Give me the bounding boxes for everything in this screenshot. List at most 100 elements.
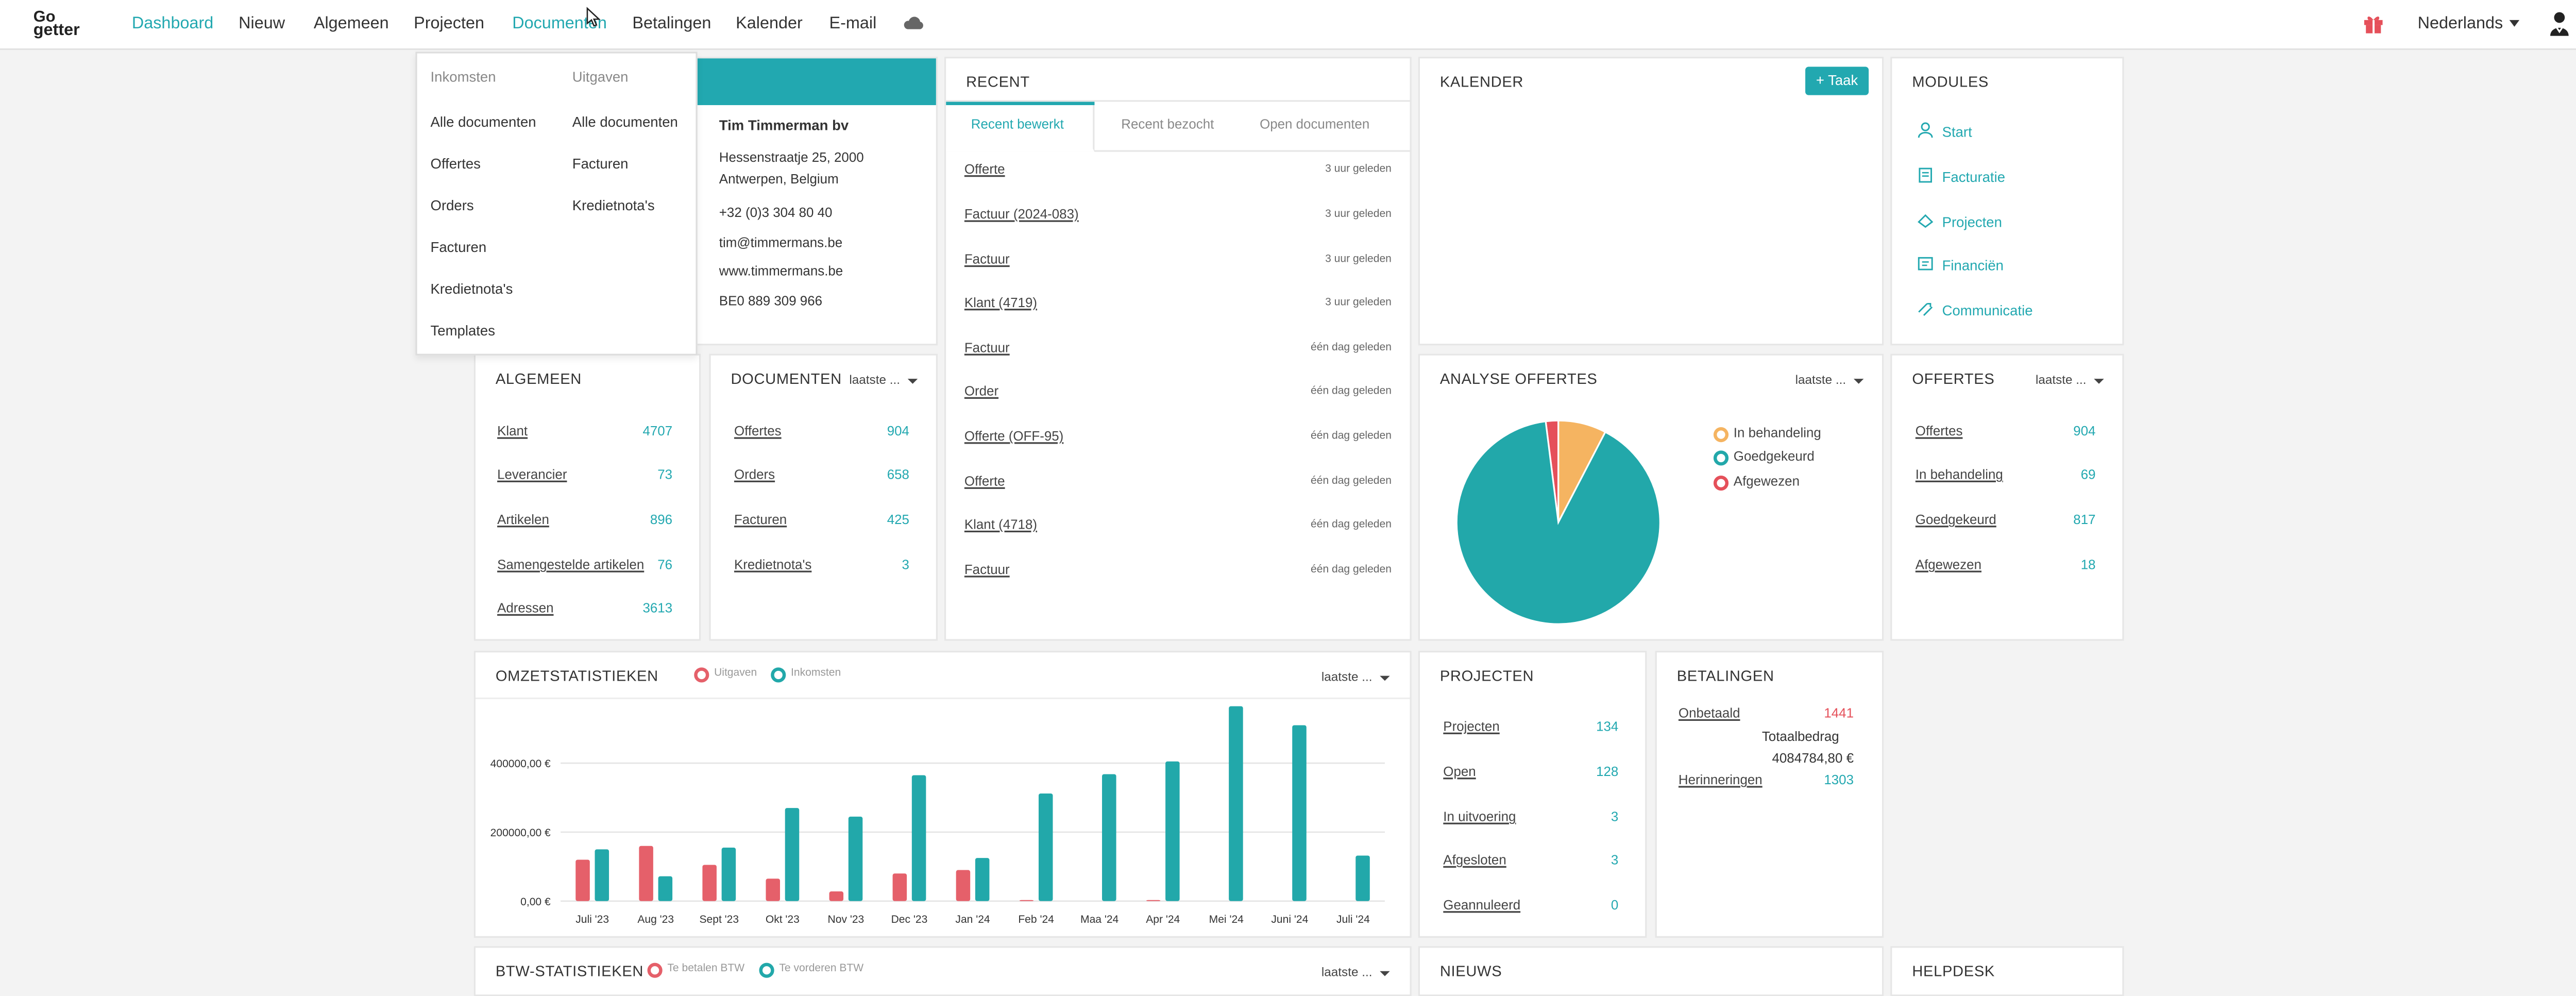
company-card: Tim Timmerman bv Hessenstraatje 25, 2000… [697, 57, 938, 346]
algemeen-item-samengestelde-artikelen[interactable]: Samengestelde artikelen [497, 557, 645, 572]
add-task-button[interactable]: + Taak [1805, 66, 1869, 95]
bar-inkomsten[interactable] [848, 816, 863, 901]
communication-icon [1918, 302, 1933, 316]
bar-inkomsten[interactable] [785, 808, 800, 901]
dropdown-inkomsten-offertes[interactable]: Offertes [430, 155, 481, 172]
recent-item-link[interactable]: Offerte [964, 474, 1005, 489]
offertes-item-offertes[interactable]: Offertes [1915, 424, 1963, 439]
tab-recent-bewerkt[interactable]: Recent bewerkt [971, 116, 1064, 132]
bar-inkomsten[interactable] [1292, 725, 1307, 901]
recent-item-link[interactable]: Factuur [964, 562, 1010, 578]
module-communicatie[interactable]: Communicatie [1942, 302, 2033, 319]
offertes-item-goedgekeurd[interactable]: Goedgekeurd [1915, 512, 1996, 528]
gogetter-logo[interactable]: Go getter [33, 10, 104, 39]
bar-uitgaven[interactable] [1019, 900, 1034, 901]
betalingen-onbetaald-link[interactable]: Onbetaald [1678, 705, 1740, 721]
tab-recent-bezocht[interactable]: Recent bezocht [1121, 116, 1214, 132]
bar-inkomsten[interactable] [1102, 774, 1116, 901]
nav-betalingen[interactable]: Betalingen [632, 15, 711, 33]
chevron-down-icon [1380, 970, 1391, 975]
bar-uitgaven[interactable] [829, 891, 844, 901]
btw-period-select[interactable]: laatste ... [1321, 965, 1391, 980]
bar-inkomsten[interactable] [1229, 706, 1243, 901]
bar-inkomsten[interactable] [658, 876, 673, 901]
recent-item-link[interactable]: Factuur [964, 340, 1010, 356]
algemeen-item-artikelen[interactable]: Artikelen [497, 512, 549, 528]
algemeen-item-leverancier[interactable]: Leverancier [497, 467, 567, 482]
bar-uitgaven[interactable] [956, 870, 971, 901]
offertes-item-in-behandeling[interactable]: In behandeling [1915, 467, 2003, 482]
dropdown-inkomsten-orders[interactable]: Orders [430, 197, 474, 214]
bar-uitgaven[interactable] [766, 879, 780, 901]
pie-slice-in-behandeling[interactable] [1557, 419, 1607, 523]
dropdown-header-uitgaven: Uitgaven [572, 68, 629, 86]
omzet-period-select[interactable]: laatste ... [1321, 669, 1391, 684]
recent-item-link[interactable]: Factuur [964, 252, 1010, 267]
bar-inkomsten[interactable] [1038, 793, 1053, 901]
dropdown-uitgaven-kredietnotas[interactable]: Kredietnota's [572, 197, 655, 214]
gift-icon[interactable] [2363, 13, 2384, 33]
recent-item-link[interactable]: Klant (4719) [964, 295, 1038, 311]
language-selector[interactable]: Nederlands [2418, 15, 2520, 33]
projecten-item-geannuleerd[interactable]: Geannuleerd [1443, 898, 1521, 913]
module-facturatie[interactable]: Facturatie [1942, 168, 2006, 185]
bar-inkomsten[interactable] [1165, 761, 1180, 901]
bar-inkomsten[interactable] [975, 858, 990, 901]
dropdown-uitgaven-alle-documenten[interactable]: Alle documenten [572, 113, 678, 130]
module-start[interactable]: Start [1942, 123, 1972, 141]
recent-item-link[interactable]: Offerte [964, 162, 1005, 177]
bar-inkomsten[interactable] [1355, 855, 1370, 901]
nav-nieuw[interactable]: Nieuw [239, 15, 285, 33]
documenten-item-orders[interactable]: Orders [734, 467, 775, 482]
offertes-period-select[interactable]: laatste ... [2036, 372, 2105, 387]
nav-dashboard[interactable]: Dashboard [131, 15, 214, 33]
dropdown-uitgaven-facturen[interactable]: Facturen [572, 155, 629, 172]
documenten-period-select[interactable]: laatste ... [849, 372, 919, 387]
dropdown-inkomsten-alle-documenten[interactable]: Alle documenten [430, 113, 536, 130]
company-card-header [697, 58, 936, 106]
module-financien[interactable]: Financiën [1942, 257, 2004, 274]
pie-slice-goedgekeurd[interactable] [1455, 420, 1661, 625]
recent-item-link[interactable]: Factuur (2024-083) [964, 207, 1079, 222]
bar-uitgaven[interactable] [1146, 900, 1161, 901]
projecten-item-projecten[interactable]: Projecten [1443, 719, 1500, 734]
offertes-item-afgewezen[interactable]: Afgewezen [1915, 557, 1982, 572]
documenten-item-facturen[interactable]: Facturen [734, 512, 787, 528]
bar-inkomsten[interactable] [595, 849, 609, 901]
betalingen-herinneringen-link[interactable]: Herinneringen [1678, 772, 1762, 788]
recent-item-link[interactable]: Klant (4718) [964, 517, 1038, 533]
dropdown-inkomsten-templates[interactable]: Templates [430, 322, 496, 339]
bar-uitgaven[interactable] [702, 865, 717, 901]
analyse-title: ANALYSE OFFERTES [1439, 370, 1598, 387]
nav-algemeen[interactable]: Algemeen [313, 15, 389, 33]
legend-te-betalen-btw: Te betalen BTW [667, 963, 745, 975]
projecten-item-open[interactable]: Open [1443, 764, 1476, 780]
projecten-item-in-uitvoering[interactable]: In uitvoering [1443, 809, 1516, 824]
user-icon[interactable] [2549, 12, 2569, 37]
bar-uitgaven[interactable] [639, 846, 653, 901]
bar-inkomsten[interactable] [911, 775, 926, 901]
documenten-item-kredietnotas[interactable]: Kredietnota's [734, 557, 812, 572]
nav-projecten[interactable]: Projecten [414, 15, 484, 33]
recent-item-link[interactable]: Offerte (OFF-95) [964, 429, 1064, 444]
documenten-item-offertes[interactable]: Offertes [734, 424, 782, 439]
projecten-item-afgesloten[interactable]: Afgesloten [1443, 852, 1506, 868]
tab-open-documenten[interactable]: Open documenten [1260, 116, 1370, 132]
top-navigation-bar: Go getter Dashboard Nieuw Algemeen Proje… [0, 0, 2576, 50]
module-projecten[interactable]: Projecten [1942, 213, 2002, 230]
bar-uitgaven[interactable] [575, 859, 590, 901]
dropdown-inkomsten-facturen[interactable]: Facturen [430, 239, 487, 256]
recent-item-link[interactable]: Order [964, 383, 999, 399]
analyse-period-select[interactable]: laatste ... [1795, 372, 1865, 387]
betalingen-card: BETALINGEN [1655, 651, 1884, 938]
algemeen-item-klant[interactable]: Klant [497, 424, 528, 439]
nav-email[interactable]: E-mail [829, 15, 877, 33]
dropdown-inkomsten-kredietnotas[interactable]: Kredietnota's [430, 280, 513, 297]
bar-inkomsten[interactable] [721, 848, 736, 901]
cloud-icon[interactable] [903, 15, 924, 30]
algemeen-item-adressen[interactable]: Adressen [497, 600, 554, 616]
legend-uitgaven: Uitgaven [714, 667, 757, 680]
bar-uitgaven[interactable] [892, 873, 907, 901]
betalingen-totaal-value: 4084784,80 € [1772, 751, 1854, 766]
nav-kalender[interactable]: Kalender [736, 15, 803, 33]
